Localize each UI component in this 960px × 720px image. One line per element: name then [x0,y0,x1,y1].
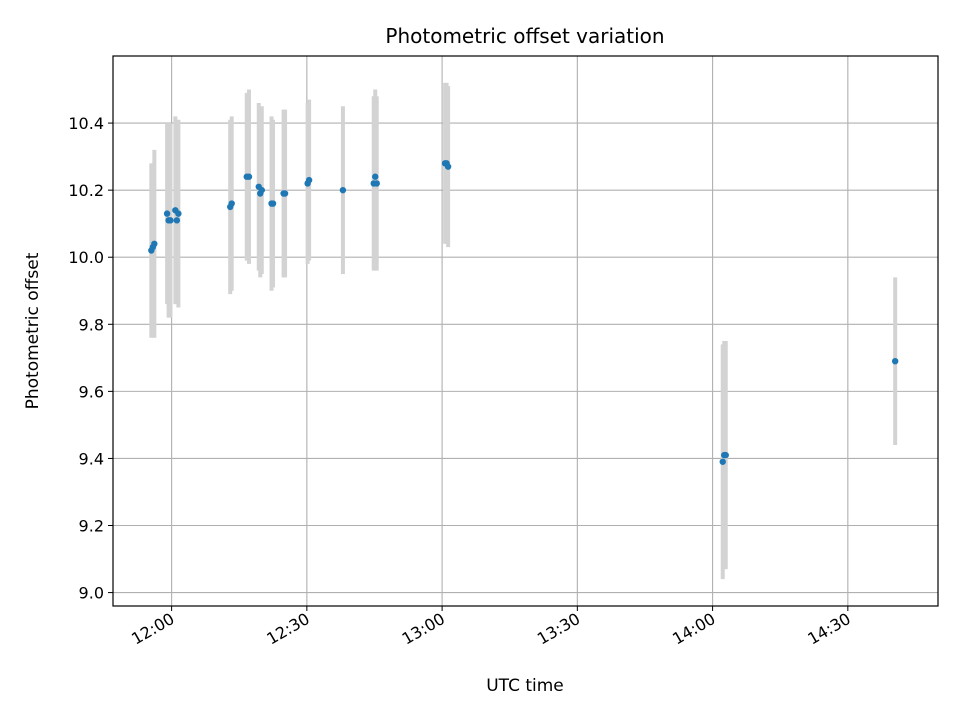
data-point [167,217,174,224]
data-point [891,357,899,365]
y-tick-label: 9.6 [79,382,104,401]
data-point [228,200,235,207]
data-point [173,217,181,224]
y-tick-label: 9.4 [79,449,104,468]
data-point [258,186,265,194]
data-point [722,451,729,459]
data-point [373,180,380,187]
data-point [719,458,726,465]
data-point [163,210,171,217]
y-tick-label: 9.2 [79,517,104,536]
data-markers [148,160,899,465]
y-tick-label: 10.4 [68,114,104,133]
data-point [151,240,158,248]
data-point [245,173,253,180]
chart-title: Photometric offset variation [385,24,664,48]
y-tick-label: 10.0 [68,248,104,267]
y-tick-label: 9.8 [79,315,104,334]
plot-area-frame [112,55,939,607]
data-point [444,163,452,170]
data-point [305,176,313,184]
y-axis-label: Photometric offset [23,252,43,409]
data-point [372,173,379,180]
data-point [175,210,182,217]
y-tick-label: 10.2 [68,181,104,200]
x-axis-label: UTC time [486,676,564,696]
data-point [269,200,277,207]
data-point [281,190,289,197]
y-tick-label: 9.0 [79,584,104,603]
data-point [339,186,347,194]
y-axis-ticks: 9.0 9.2 9.4 9.6 9.8 10.0 10.2 10.4 [68,114,113,603]
